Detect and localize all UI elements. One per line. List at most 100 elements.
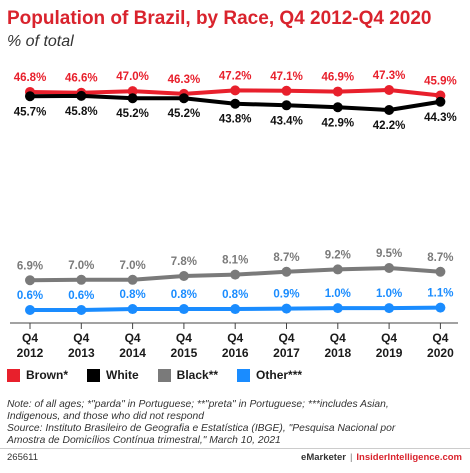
x-tick-label: Q4 <box>176 331 192 345</box>
data-label: 45.2% <box>116 108 149 120</box>
chart-notes: Note: of all ages; *"parda" in Portugues… <box>7 399 463 447</box>
legend-swatch <box>7 368 20 382</box>
data-point <box>281 85 292 96</box>
data-label: 46.6% <box>65 73 98 85</box>
data-label: 9.5% <box>376 248 402 260</box>
data-label: 9.2% <box>325 249 351 261</box>
data-label: 0.8% <box>222 289 248 301</box>
data-point <box>384 263 395 273</box>
data-label: 44.3% <box>424 112 457 124</box>
data-label: 43.4% <box>270 115 303 127</box>
data-point <box>25 91 35 102</box>
x-tick-label: 2018 <box>324 346 351 360</box>
data-point <box>332 303 343 314</box>
footer-separator: | <box>349 452 353 463</box>
legend-item: Brown* <box>7 368 68 382</box>
data-label: 0.6% <box>68 290 94 302</box>
data-point <box>76 305 87 315</box>
data-point <box>435 96 446 107</box>
legend-label: White <box>106 368 139 382</box>
data-point <box>281 266 292 277</box>
data-point <box>76 274 87 285</box>
data-label: 45.9% <box>424 75 457 87</box>
chart-subtitle: % of total <box>7 33 74 50</box>
data-point <box>435 302 446 313</box>
data-label: 46.8% <box>14 72 47 84</box>
data-point <box>230 85 241 96</box>
data-label: 8.7% <box>273 252 299 264</box>
legend-label: Brown* <box>26 368 68 382</box>
insider-intelligence-link[interactable]: InsiderIntelligence.com <box>356 452 462 463</box>
data-label: 45.8% <box>65 106 98 118</box>
data-label: 47.3% <box>373 70 406 82</box>
x-tick-label: 2019 <box>376 346 403 360</box>
legend-swatch <box>87 368 100 382</box>
data-label: 8.1% <box>222 255 248 267</box>
data-point <box>384 85 395 95</box>
data-point <box>127 93 138 104</box>
data-point <box>230 269 241 280</box>
x-tick-label: Q4 <box>125 331 141 345</box>
chart-legend: Brown* White Black** Other*** <box>7 368 321 382</box>
data-label: 43.8% <box>219 114 252 126</box>
data-point <box>127 304 138 315</box>
x-tick-label: Q4 <box>278 331 294 345</box>
x-tick-label: Q4 <box>22 331 38 345</box>
x-tick-label: 2017 <box>273 346 300 360</box>
x-tick-label: 2015 <box>171 346 198 360</box>
x-tick-label: 2020 <box>427 346 454 360</box>
data-label: 0.8% <box>119 289 145 301</box>
data-label: 8.7% <box>427 252 453 264</box>
line-chart: Q42012Q42013Q42014Q42015Q42016Q42017Q420… <box>10 70 458 360</box>
data-label: 1.0% <box>376 288 402 300</box>
legend-swatch <box>157 368 171 382</box>
data-label: 45.2% <box>168 108 201 120</box>
legend-item: Black** <box>157 368 219 382</box>
data-label: 47.1% <box>270 71 303 83</box>
data-point <box>178 93 189 104</box>
data-label: 47.0% <box>116 71 149 83</box>
x-tick-label: Q4 <box>330 331 346 345</box>
data-label: 0.8% <box>171 289 197 301</box>
data-point <box>332 86 343 97</box>
data-label: 1.0% <box>325 288 351 300</box>
footer-divider <box>0 448 470 449</box>
legend-label: Black** <box>176 368 219 382</box>
x-tick-label: 2013 <box>68 346 95 360</box>
x-tick-label: Q4 <box>73 331 89 345</box>
data-point <box>384 105 395 115</box>
x-tick-label: Q4 <box>432 331 448 345</box>
data-label: 0.9% <box>273 289 299 301</box>
data-label: 46.9% <box>321 72 354 84</box>
legend-label: Other*** <box>256 368 303 382</box>
data-label: 45.7% <box>14 106 47 118</box>
x-tick-label: 2016 <box>222 346 249 360</box>
data-point <box>230 98 241 109</box>
x-tick-label: Q4 <box>227 331 243 345</box>
chart-id: 265611 <box>7 452 38 463</box>
data-point <box>230 304 241 315</box>
data-label: 6.9% <box>17 260 43 272</box>
footer-brand: eMarketer | InsiderIntelligence.com <box>301 452 462 463</box>
data-point <box>435 266 446 277</box>
data-point <box>384 303 395 314</box>
x-tick-label: 2014 <box>119 346 146 360</box>
emarketer-logo-text: eMarketer <box>301 452 346 463</box>
data-label: 47.2% <box>219 70 252 82</box>
note-line: Note: of all ages; *"parda" in Portugues… <box>7 399 389 410</box>
source-line: Amostra de Domicílios Contínua trimestra… <box>7 435 281 446</box>
note-line: Indigenous, and those who did not respon… <box>7 411 204 422</box>
data-point <box>178 271 189 282</box>
legend-item: Other*** <box>237 368 302 382</box>
chart-title: Population of Brazil, by Race, Q4 2012-Q… <box>7 8 432 29</box>
data-label: 42.9% <box>321 117 354 129</box>
data-label: 42.2% <box>373 120 406 132</box>
data-point <box>127 274 138 285</box>
data-point <box>178 304 189 315</box>
x-tick-label: Q4 <box>381 331 397 345</box>
data-point <box>281 303 292 314</box>
data-label: 1.1% <box>427 288 453 300</box>
data-point <box>25 305 35 315</box>
data-label: 7.0% <box>68 260 94 272</box>
data-label: 7.0% <box>119 260 145 272</box>
